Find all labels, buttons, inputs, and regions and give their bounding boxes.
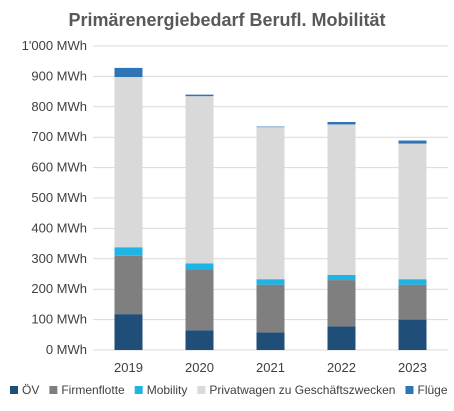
legend-swatch (49, 386, 58, 394)
legend-label: Mobility (147, 383, 188, 397)
y-tick-label: 100 MWh (31, 312, 87, 327)
legend-label: Firmenflotte (61, 383, 125, 397)
y-tick-label: 700 MWh (31, 129, 87, 144)
bar-segment (327, 326, 356, 350)
legend-label: ÖV (22, 383, 39, 397)
bar-segment (256, 126, 285, 128)
bar-segment (327, 124, 356, 275)
bar-segment (398, 279, 427, 285)
bar-segment (114, 255, 143, 315)
x-tick-label: 2022 (327, 360, 356, 375)
x-tick-label: 2023 (398, 360, 427, 375)
bar-segment (256, 332, 285, 350)
y-tick-label: 0 MWh (46, 342, 87, 357)
y-tick-label: 600 MWh (31, 160, 87, 175)
bar-segment (114, 314, 143, 350)
y-tick-label: 300 MWh (31, 251, 87, 266)
bar-segment (114, 77, 143, 248)
bar-segment (398, 284, 427, 320)
bar-segment (114, 67, 143, 78)
bar-segment (185, 330, 214, 350)
y-tick-label: 400 MWh (31, 220, 87, 235)
bar-segment (398, 143, 427, 280)
x-axis-ticks: 2019 2020 2021 2022 2023 (114, 360, 427, 375)
bar-segment (185, 263, 214, 270)
legend: ÖV Firmenflotte Mobility Privatwagen zu Ges… (10, 383, 448, 397)
y-tick-label: 800 MWh (31, 99, 87, 114)
bar-segment (398, 319, 427, 350)
legend-label: Flüge (417, 383, 447, 397)
chart-title: Primärenergiebedarf Berufl. Mobilität (68, 10, 385, 30)
y-tick-label: 500 MWh (31, 190, 87, 205)
bar-segment (256, 279, 285, 285)
x-tick-label: 2019 (114, 360, 143, 375)
x-tick-label: 2021 (256, 360, 285, 375)
legend-swatch (10, 386, 18, 394)
bar-segment (185, 96, 214, 264)
legend-label: Privatwagen zu Geschäftszwecken (209, 383, 395, 397)
bar-segment (256, 284, 285, 333)
y-tick-label: 900 MWh (31, 68, 87, 83)
y-axis-ticks: 0 MWh 100 MWh 200 MWh 300 MWh 400 MWh 500 MWh… (22, 38, 87, 357)
legend-swatch (134, 386, 143, 394)
bar-segment (327, 274, 356, 281)
bar-segment (398, 140, 427, 144)
legend-swatch (405, 386, 414, 394)
bar-segment (185, 94, 214, 97)
bar-segment (327, 280, 356, 327)
bar-segment (327, 122, 356, 125)
y-tick-label: 1'000 MWh (22, 38, 87, 53)
x-tick-label: 2020 (185, 360, 214, 375)
bar-segment (185, 269, 214, 331)
y-tick-label: 200 MWh (31, 281, 87, 296)
legend-swatch (197, 386, 206, 394)
bars (114, 67, 427, 350)
bar-segment (256, 127, 285, 280)
bar-segment (114, 247, 143, 256)
